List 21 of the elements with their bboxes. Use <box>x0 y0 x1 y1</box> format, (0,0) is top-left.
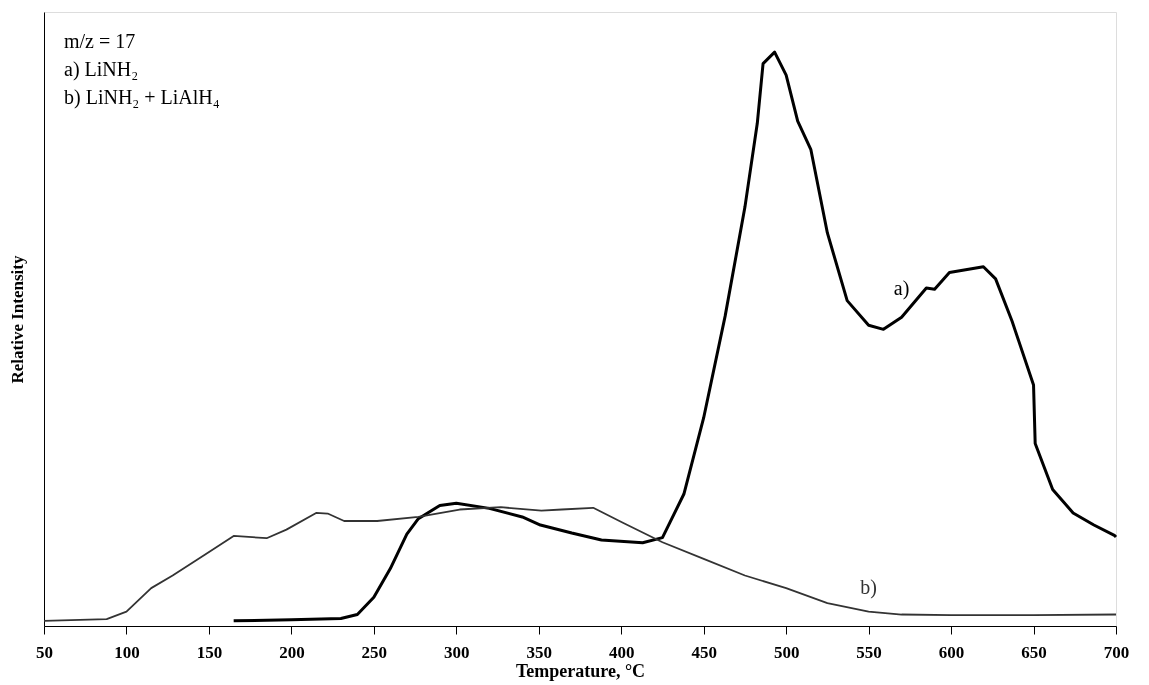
x-axis-title: Temperature, °C <box>515 660 646 681</box>
y-axis-title: Relative Intensity <box>7 255 27 384</box>
x-tick-label: 550 <box>856 642 882 662</box>
series-label: a) <box>893 277 910 301</box>
x-tick-label: 250 <box>361 642 388 662</box>
x-tick-label: 700 <box>1103 642 1130 662</box>
x-tick-label: 350 <box>526 642 553 662</box>
annotation: a) LiNH₂ <box>64 58 139 81</box>
x-tick-label: 650 <box>1021 642 1047 662</box>
x-tick-label: 300 <box>444 642 470 662</box>
x-tick-label: 200 <box>279 642 305 662</box>
series-label: b) <box>860 575 877 599</box>
x-tick-label: 150 <box>196 642 223 662</box>
x-tick-label: 400 <box>608 642 635 662</box>
x-tick-label: 600 <box>938 642 965 662</box>
text: m/z = 17 <box>64 30 136 52</box>
x-tick-label: 100 <box>114 642 140 662</box>
annotation: b) LiNH₂ + LiAlH₄ <box>64 86 220 109</box>
x-tick-label: 50 <box>36 642 53 662</box>
x-tick-label: 450 <box>691 642 717 662</box>
x-tick-label: 500 <box>773 642 800 662</box>
